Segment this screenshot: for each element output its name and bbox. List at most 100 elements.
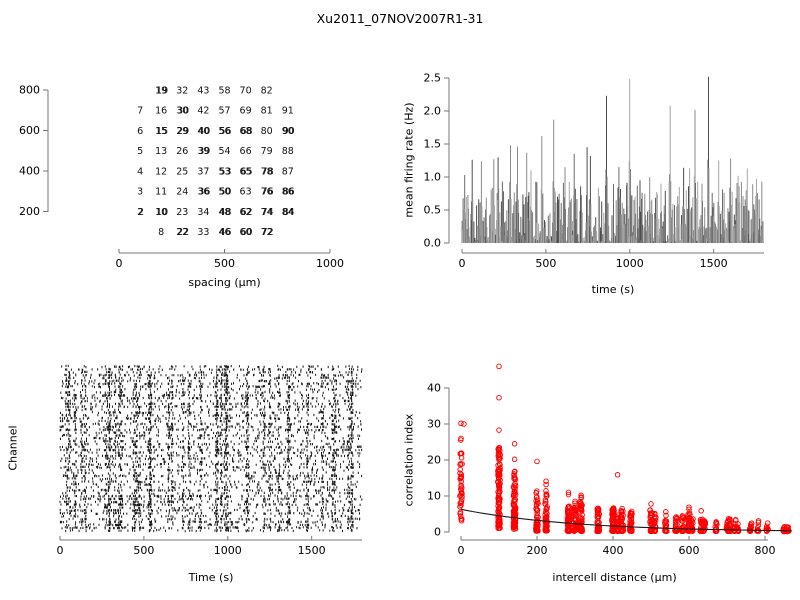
channel-label: 11 (155, 187, 167, 198)
channel-label-overlap: 2 (138, 207, 144, 218)
channel-label: 90 (282, 126, 294, 137)
channel-label: 56 (218, 126, 230, 137)
channel-label: 81 (261, 106, 273, 117)
channel-label: 30 (176, 106, 188, 117)
electrode-map-y-axis: 200 400 600 800 (19, 84, 49, 218)
svg-text:40: 40 (427, 382, 441, 395)
figure-title: Xu2011_07NOV2007R1-31 (316, 11, 484, 26)
correlation-fit-line (460, 508, 792, 532)
channel-label: 37 (197, 166, 209, 177)
channel-label-overlap: 68 (240, 126, 252, 137)
svg-text:1500: 1500 (700, 257, 728, 270)
svg-text:0: 0 (57, 544, 64, 557)
channel-label-overlap: 22 (177, 227, 189, 238)
svg-text:20: 20 (427, 454, 441, 467)
firing-rate-plot (461, 76, 764, 243)
svg-text:500: 500 (133, 544, 154, 557)
channel-label: 2 (137, 207, 143, 218)
channel-label: 82 (261, 85, 273, 96)
channel-label: 80 (261, 126, 273, 137)
svg-text:1000: 1000 (316, 257, 344, 270)
svg-text:10: 10 (427, 490, 441, 503)
electrode-map-xlabel: spacing (µm) (188, 276, 261, 289)
channel-label: 10 (155, 207, 167, 218)
svg-text:1.5: 1.5 (424, 138, 442, 151)
firing-rate-ylabel: mean firing rate (Hz) (402, 102, 416, 218)
channel-label: 79 (261, 146, 273, 157)
channel-label-overlap: 74 (262, 207, 274, 218)
svg-text:2.0: 2.0 (424, 105, 442, 118)
channel-label-overlap: 19 (156, 85, 168, 96)
channel-label: 46 (218, 227, 230, 238)
channel-label: 26 (176, 146, 188, 157)
channel-label: 60 (240, 227, 252, 238)
channel-label: 43 (197, 85, 209, 96)
channel-label: 24 (176, 187, 188, 198)
svg-text:500: 500 (214, 257, 235, 270)
channel-label-overlap: 60 (240, 227, 252, 238)
svg-text:30: 30 (427, 418, 441, 431)
channel-label: 88 (282, 146, 294, 157)
svg-text:400: 400 (603, 544, 624, 557)
channel-label-overlap: 36 (198, 187, 210, 198)
channel-label: 33 (197, 227, 209, 238)
svg-text:0: 0 (458, 544, 465, 557)
svg-text:1500: 1500 (298, 544, 326, 557)
channel-label: 3 (137, 187, 143, 198)
channel-label: 58 (218, 85, 230, 96)
firing-rate-x-axis: 0 500 1000 1500 (459, 249, 764, 270)
channel-label-overlap: 72 (262, 227, 274, 238)
channel-label: 91 (282, 106, 294, 117)
channel-label: 15 (155, 126, 167, 137)
channel-label: 4 (137, 166, 143, 177)
channel-label-overlap: 40 (198, 126, 210, 137)
svg-text:0.5: 0.5 (424, 204, 442, 217)
channel-label-overlap: 76 (262, 187, 274, 198)
channel-label: 76 (261, 187, 273, 198)
channel-label: 78 (261, 166, 273, 177)
channel-label: 19 (155, 85, 167, 96)
svg-text:200: 200 (19, 205, 40, 218)
firing-rate-xlabel: time (s) (591, 283, 635, 296)
channel-label: 16 (155, 106, 167, 117)
correlation-x-axis: 0 200 400 600 800 (458, 536, 776, 557)
svg-text:0: 0 (116, 257, 123, 270)
svg-text:400: 400 (19, 165, 40, 178)
svg-text:800: 800 (19, 84, 40, 97)
channel-label-overlap: 78 (262, 166, 274, 177)
channel-label: 74 (261, 207, 273, 218)
svg-text:600: 600 (679, 544, 700, 557)
channel-label: 25 (176, 166, 188, 177)
raster-xlabel: Time (s) (188, 571, 234, 584)
channel-label-overlap: 46 (219, 227, 231, 238)
channel-label: 50 (218, 187, 230, 198)
channel-label: 54 (218, 146, 230, 157)
svg-text:600: 600 (19, 124, 40, 137)
channel-label: 32 (176, 85, 188, 96)
svg-text:2.5: 2.5 (424, 72, 442, 85)
channel-label-overlap: 56 (219, 126, 231, 137)
channel-label: 48 (218, 207, 230, 218)
svg-text:1000: 1000 (616, 257, 644, 270)
channel-label: 63 (240, 187, 252, 198)
channel-label: 65 (240, 166, 252, 177)
channel-label: 70 (240, 85, 252, 96)
channel-label: 22 (176, 227, 188, 238)
channel-label-overlap: 15 (156, 126, 168, 137)
correlation-y-axis: 0 10 20 30 40 (427, 382, 450, 539)
raster-plot (59, 364, 363, 533)
channel-label-overlap: 62 (240, 207, 252, 218)
channel-label: 42 (197, 106, 209, 117)
channel-label-overlap: 10 (156, 207, 168, 218)
channel-label: 40 (197, 126, 209, 137)
channel-label-overlap: 50 (219, 187, 231, 198)
channel-label-overlap: 65 (240, 166, 252, 177)
channel-label: 86 (282, 187, 294, 198)
svg-text:800: 800 (755, 544, 776, 557)
channel-label: 39 (197, 146, 209, 157)
channel-label-overlap: 30 (177, 106, 189, 117)
channel-label: 13 (155, 146, 167, 157)
channel-label: 8 (158, 227, 164, 238)
correlation-plot (457, 363, 792, 535)
